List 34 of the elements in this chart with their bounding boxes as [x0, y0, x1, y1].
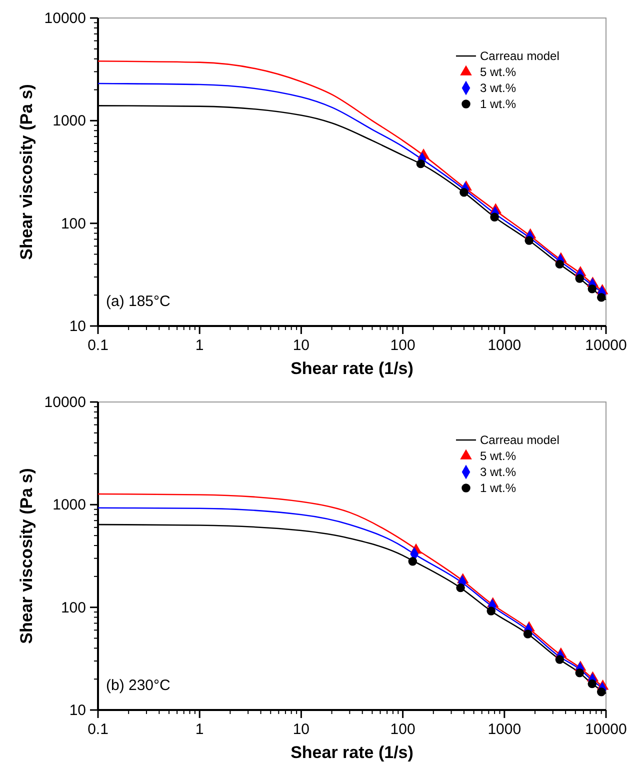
y-tick-label: 1000 [52, 496, 86, 514]
legend-label: 3 wt.% [480, 465, 516, 479]
x-tick-label: 0.1 [88, 721, 108, 738]
annotation: (b) 230°C [106, 677, 171, 694]
x-tick-label: 1 [195, 721, 204, 738]
legend-label: 1 wt.% [480, 481, 516, 495]
y-tick-label: 100 [60, 215, 86, 232]
legend-label: 5 wt.% [480, 65, 516, 79]
x-tick-label: 10000 [585, 337, 627, 354]
y-axis-title: Shear viscosity (Pa s) [17, 84, 36, 260]
y-tick-label: 10000 [44, 394, 86, 411]
x-tick-label: 100 [390, 337, 416, 354]
y-tick-label: 100 [60, 599, 86, 616]
x-tick-label: 0.1 [88, 337, 108, 354]
x-tick-label: 10000 [585, 721, 627, 738]
x-tick-label: 1 [195, 337, 204, 354]
x-tick-label: 10 [292, 337, 310, 354]
legend-label: 5 wt.% [480, 449, 516, 463]
legend-label: Carreau model [480, 49, 560, 63]
y-tick-label: 10000 [44, 10, 86, 27]
y-axis-title: Shear viscosity (Pa s) [17, 468, 36, 644]
legend-label: 3 wt.% [480, 81, 516, 95]
x-axis-title: Shear rate (1/s) [290, 359, 414, 378]
annotation: (a) 185°C [106, 293, 171, 310]
legend-label: 1 wt.% [480, 97, 516, 111]
legend-label: Carreau model [480, 433, 560, 447]
x-tick-label: 10 [292, 721, 310, 738]
y-tick-label: 10 [69, 702, 86, 719]
y-tick-label: 1000 [52, 112, 86, 130]
y-tick-label: 10 [69, 318, 86, 335]
x-tick-label: 100 [390, 721, 416, 738]
x-tick-label: 1000 [488, 721, 522, 738]
x-tick-label: 1000 [488, 337, 522, 354]
x-axis-title: Shear rate (1/s) [290, 743, 414, 762]
